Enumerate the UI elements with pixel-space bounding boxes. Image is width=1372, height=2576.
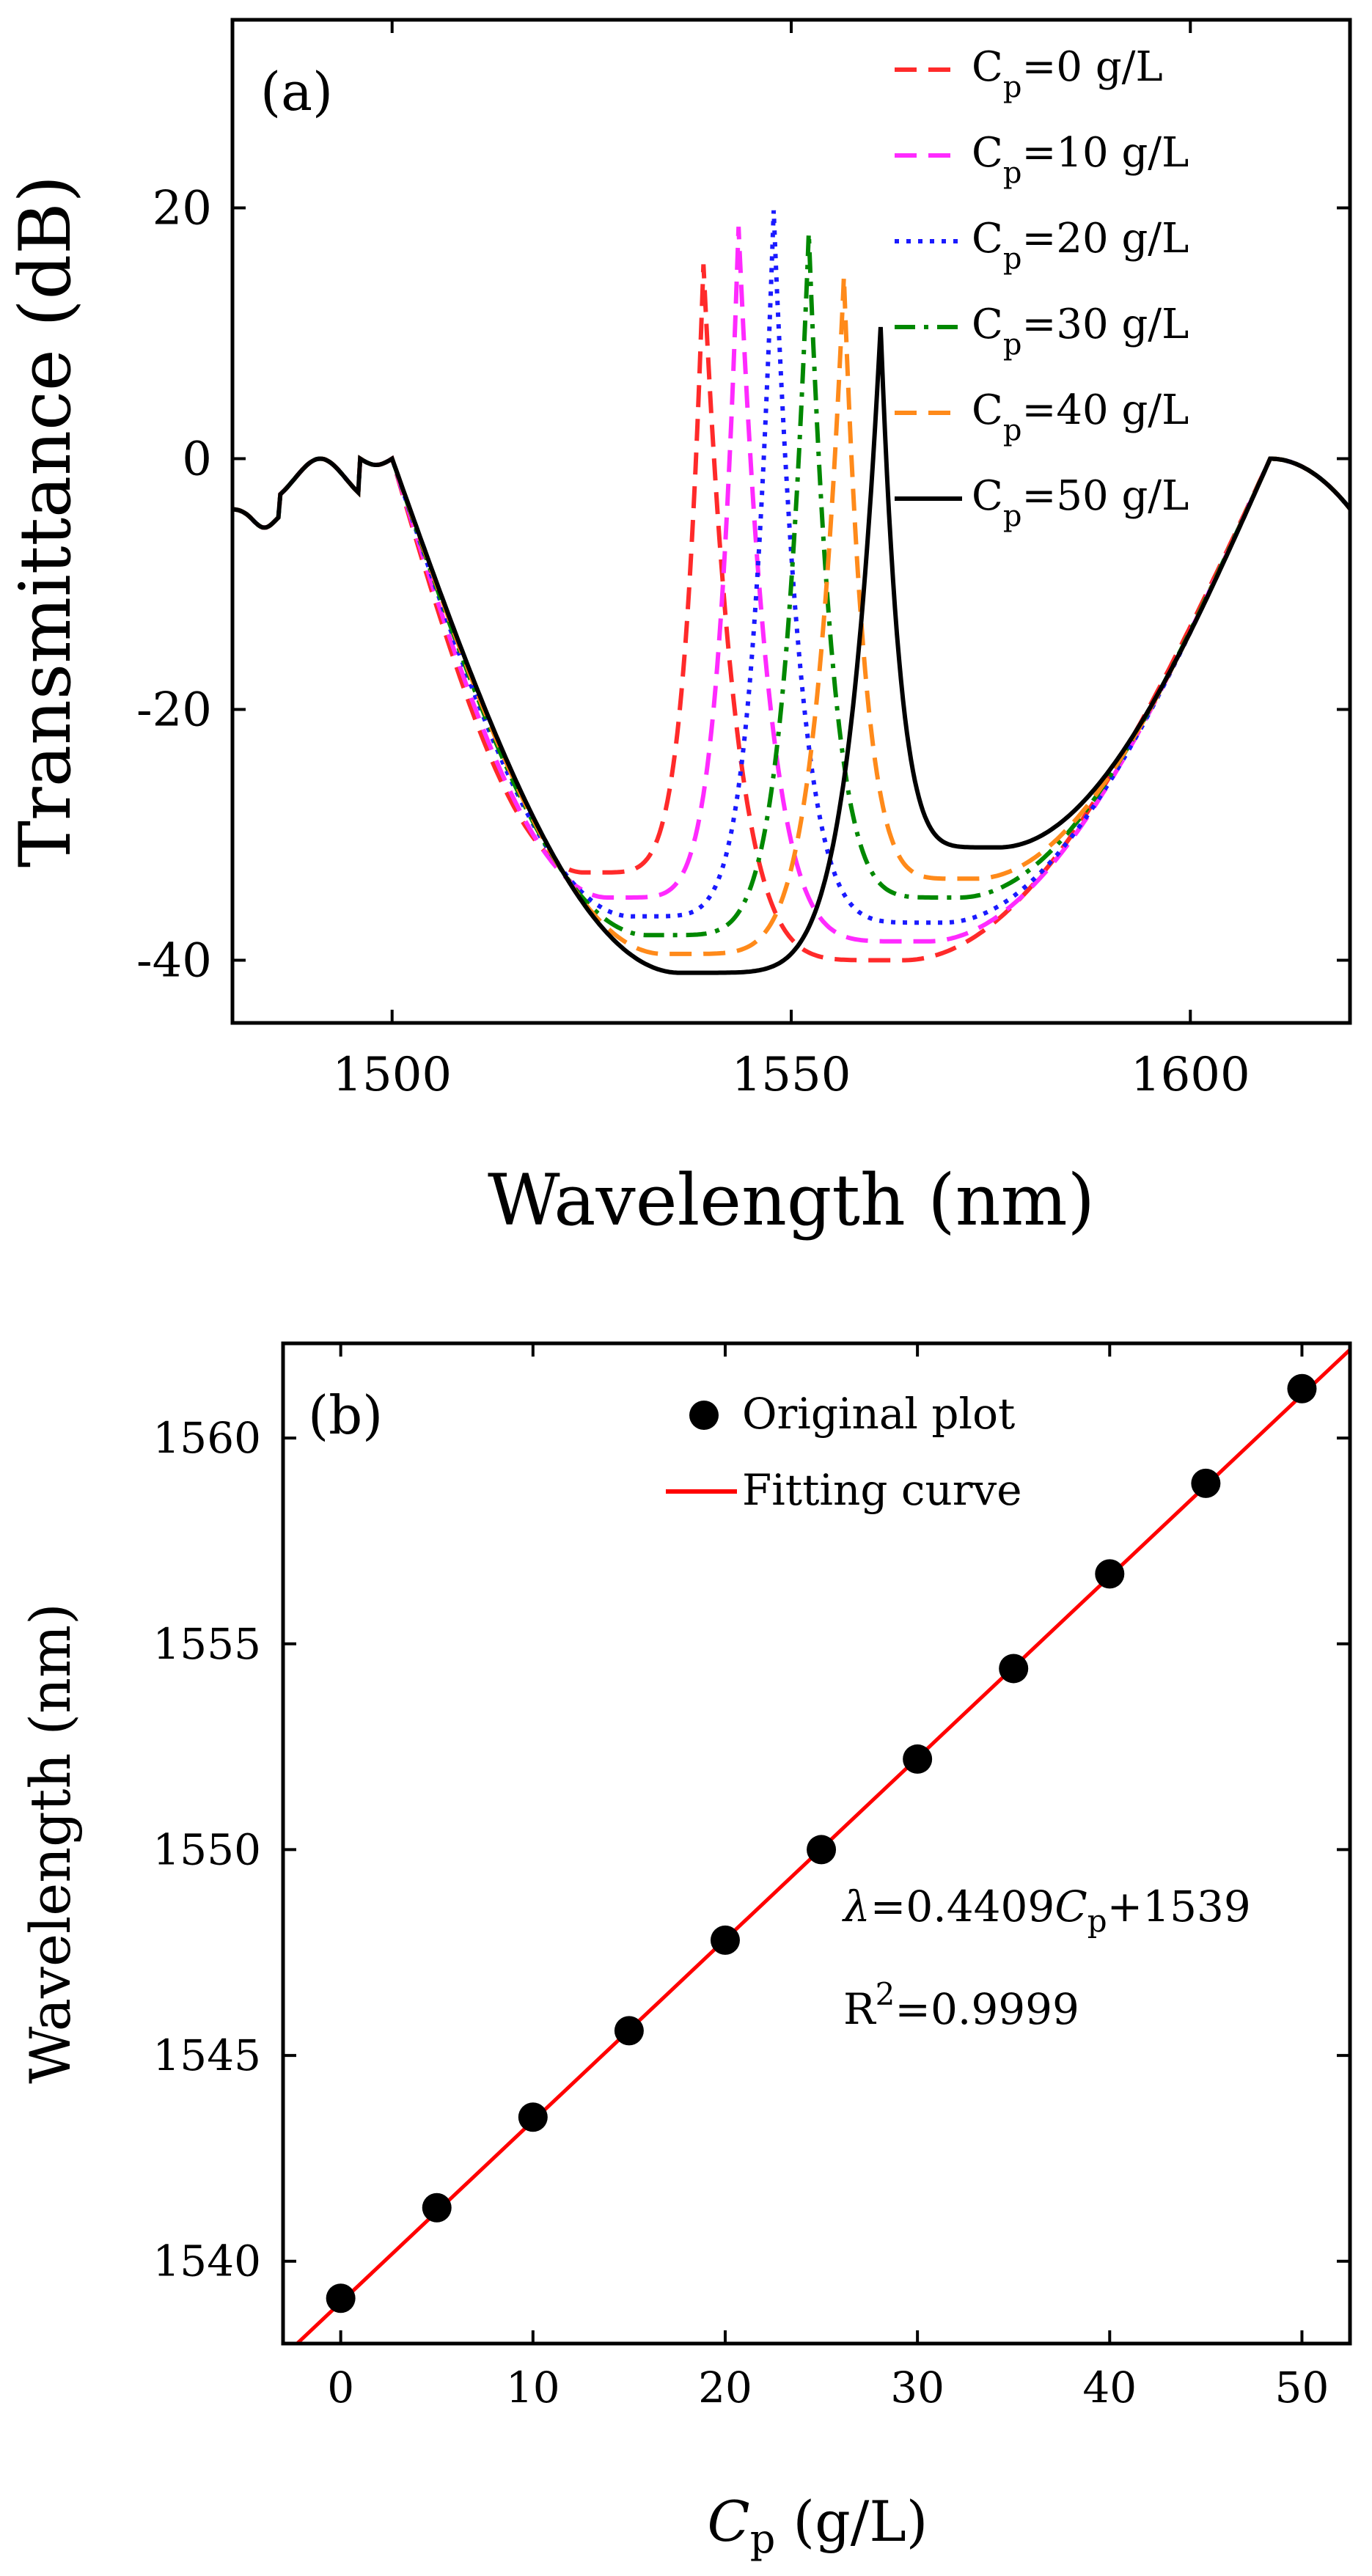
b-plot-frame [281, 1341, 1352, 2346]
a-legend-label-sub: p [1003, 499, 1022, 533]
a-legend: Cp=0 g/LCp=10 g/LCp=20 g/LCp=30 g/LCp=40… [895, 43, 1189, 533]
b-x-tick-label: 20 [698, 2363, 752, 2412]
b-x-tick-label: 40 [1082, 2363, 1137, 2412]
a-x-tick-label: 1600 [1131, 1048, 1250, 1102]
a-legend-label-sub: p [1003, 242, 1022, 276]
b-y-tick-label: 1545 [153, 2030, 261, 2080]
b-data-point [518, 2102, 548, 2132]
a-series-line [232, 264, 1350, 963]
a-legend-label: Cp=10 g/L [972, 129, 1189, 190]
b-data-point [326, 2283, 356, 2313]
b-x-tick-label: 10 [506, 2363, 560, 2412]
a-legend-label-main: C [972, 472, 1003, 520]
b-fit-equation: λ=0.4409Cp+1539 [842, 1882, 1251, 1939]
b-x-tick-label: 30 [890, 2363, 944, 2412]
a-legend-label-main: C [972, 301, 1003, 348]
a-series-line [232, 326, 1350, 975]
b-data-point [422, 2192, 452, 2223]
a-legend-label-main: C [972, 129, 1003, 177]
a-legend-label-main: C [972, 43, 1003, 91]
a-x-tick-label: 1500 [332, 1048, 452, 1102]
b-data-point [903, 1744, 933, 1774]
a-legend-label-sub: p [1003, 414, 1022, 447]
a-legend-label: Cp=40 g/L [972, 386, 1189, 447]
a-ticks-group: 1500 1550 1600 -40 -20 0 20 [136, 20, 1350, 1102]
b-data-point [710, 1925, 740, 1955]
b-data-point [1191, 1468, 1221, 1498]
a-legend-label: Cp=50 g/L [972, 472, 1189, 533]
b-legend-marker-original [689, 1401, 719, 1430]
b-x-axis-title: Cp (g/L) [708, 2489, 928, 2562]
b-legend-label-original: Original plot [742, 1389, 1015, 1439]
a-legend-label-main: C [972, 386, 1003, 434]
b-data-point [1095, 1559, 1125, 1589]
b-data-point [807, 1835, 837, 1865]
a-curves-group [232, 210, 1350, 975]
b-data-point [1287, 1373, 1317, 1403]
a-x-axis-title: Wavelength (nm) [488, 1159, 1095, 1241]
a-y-tick-label: 20 [153, 182, 212, 236]
a-y-tick-label: -20 [136, 683, 212, 738]
b-y-axis-title: Wavelength (nm) [18, 1603, 83, 2084]
a-x-tick-label: 1550 [732, 1048, 851, 1102]
a-panel-label: (a) [260, 61, 333, 122]
b-legend-label-fit: Fitting curve [742, 1465, 1022, 1515]
a-series-line [232, 276, 1350, 957]
a-y-tick-label: 0 [182, 433, 212, 487]
b-data-point [999, 1654, 1029, 1684]
b-r-squared: R2=0.9999 [843, 1976, 1079, 2034]
a-legend-label-rest: =20 g/L [1021, 215, 1189, 263]
panel-b-chart: 0 10 20 30 40 50 1540 1545 1550 1555 1560 (b) Orig… [18, 1341, 1352, 2562]
a-legend-label-rest: =0 g/L [1021, 43, 1162, 91]
a-legend-label-sub: p [1003, 328, 1022, 362]
a-legend-label-sub: p [1003, 70, 1022, 104]
a-legend-label-rest: =40 g/L [1021, 386, 1189, 434]
b-y-tick-label: 1550 [153, 1824, 261, 1874]
b-y-tick-label: 1560 [153, 1413, 261, 1463]
a-legend-label-main: C [972, 215, 1003, 263]
a-legend-label: Cp=0 g/L [972, 43, 1163, 104]
a-y-tick-label: -40 [136, 934, 212, 988]
b-y-tick-label: 1540 [153, 2236, 261, 2286]
a-y-axis-title: Transmittance (dB) [4, 175, 87, 867]
b-panel-label: (b) [308, 1384, 383, 1446]
a-legend-label-rest: =10 g/L [1021, 129, 1189, 177]
a-legend-label-rest: =30 g/L [1021, 301, 1189, 348]
a-legend-label-rest: =50 g/L [1021, 472, 1189, 520]
a-legend-label: Cp=20 g/L [972, 215, 1189, 276]
b-ticks-group: 0 10 20 30 40 50 1540 1545 1550 1555 1560 [153, 1343, 1350, 2412]
b-y-tick-label: 1555 [153, 1619, 261, 1669]
b-data-point [614, 2016, 644, 2046]
b-content-group [294, 1348, 1350, 2344]
a-legend-label: Cp=30 g/L [972, 301, 1189, 362]
b-x-tick-label: 0 [327, 2363, 354, 2412]
a-legend-label-sub: p [1003, 156, 1022, 190]
b-x-tick-label: 50 [1275, 2363, 1329, 2412]
